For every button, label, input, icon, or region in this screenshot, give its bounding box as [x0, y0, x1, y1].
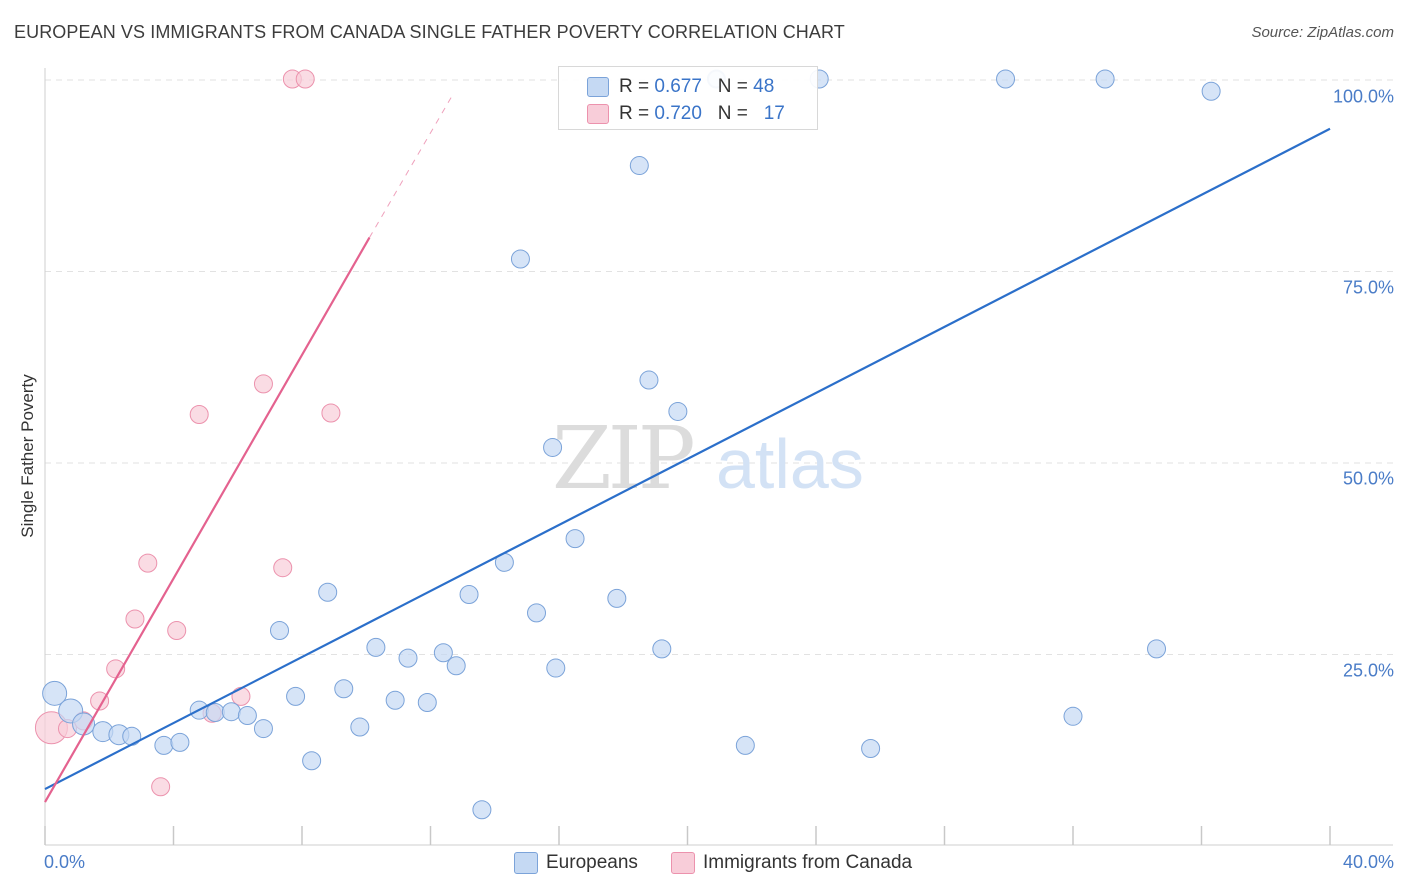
r-label: R = — [619, 76, 650, 97]
stats-swatch-immigrants — [587, 104, 609, 124]
europeans-point — [543, 437, 563, 457]
immigrants-point — [167, 621, 187, 641]
r-value: 0.677 — [654, 76, 702, 97]
europeans-point — [42, 680, 68, 706]
europeans-point — [527, 603, 547, 623]
immigrants-point — [295, 69, 315, 89]
immigrants-point — [321, 403, 341, 423]
y-tick-label: 25.0% — [1342, 660, 1394, 681]
europeans-points — [42, 69, 1221, 820]
immigrants-trend-extension — [369, 94, 454, 238]
immigrants-point — [273, 558, 293, 578]
legend-swatch-immigrants — [671, 852, 695, 874]
stats-row-europeans: R = 0.677 N = 48 — [619, 76, 774, 98]
europeans-point — [472, 800, 492, 820]
immigrants-trend-line — [44, 237, 371, 803]
stats-box: R = 0.677 N = 48 R = 0.720 N = 17 — [558, 66, 818, 130]
legend-swatch-europeans — [514, 852, 538, 874]
immigrants-point — [253, 374, 273, 394]
x-tick-label: 40.0% — [1342, 852, 1394, 872]
n-label: N = — [717, 103, 748, 124]
watermark-zip: ZIP — [552, 409, 693, 509]
europeans-point — [996, 69, 1016, 89]
europeans-point — [446, 656, 466, 676]
europeans-point — [72, 712, 96, 736]
y-tick-label: 50.0% — [1342, 468, 1394, 489]
europeans-point — [237, 706, 257, 726]
europeans-point — [170, 732, 190, 752]
europeans-point — [1063, 706, 1083, 726]
europeans-point — [668, 401, 688, 421]
n-label: N = — [717, 76, 748, 97]
r-label: R = — [619, 103, 650, 124]
immigrants-point — [231, 686, 251, 706]
europeans-point — [253, 719, 273, 739]
immigrants-points — [34, 69, 341, 797]
europeans-point — [286, 686, 306, 706]
chart-title: EUROPEAN VS IMMIGRANTS FROM CANADA SINGL… — [14, 22, 845, 42]
europeans-point — [459, 585, 479, 605]
europeans-point — [607, 588, 627, 608]
europeans-point — [546, 658, 566, 678]
europeans-point — [565, 529, 585, 549]
europeans-point — [205, 702, 225, 722]
europeans-point — [1147, 639, 1167, 659]
watermark-atlas: atlas — [716, 425, 864, 503]
europeans-point — [433, 643, 453, 663]
europeans-point — [350, 717, 370, 737]
x-tick-label: 0.0% — [44, 852, 86, 872]
europeans-point — [735, 735, 755, 755]
europeans-point — [154, 735, 174, 755]
europeans-point — [302, 751, 322, 771]
legend-immigrants[interactable]: Immigrants from Canada — [703, 852, 913, 873]
immigrants-point — [125, 609, 145, 629]
trend-lines — [44, 94, 1331, 803]
europeans-point — [652, 639, 672, 659]
axes — [44, 68, 1393, 846]
europeans-point — [639, 370, 659, 390]
europeans-point — [318, 582, 338, 602]
n-value: 48 — [753, 76, 775, 97]
r-value: 0.720 — [654, 103, 702, 124]
grid-lines — [45, 79, 1393, 655]
europeans-point — [1201, 81, 1221, 101]
stats-row-immigrants: R = 0.720 N = 17 — [619, 103, 785, 125]
europeans-point — [385, 690, 405, 710]
europeans-point — [417, 693, 437, 713]
europeans-point — [398, 648, 418, 668]
immigrants-point — [138, 553, 158, 573]
europeans-point — [334, 679, 354, 699]
legend-europeans[interactable]: Europeans — [546, 852, 638, 873]
immigrants-point — [189, 405, 209, 425]
europeans-point — [510, 249, 530, 269]
y-axis-label: Single Father Poverty — [18, 374, 37, 538]
europeans-point — [366, 637, 386, 657]
n-value: 17 — [763, 103, 785, 124]
europeans-point — [629, 156, 649, 176]
europeans-trend-line — [44, 127, 1331, 791]
watermark: ZIP atlas — [552, 409, 864, 509]
europeans-point — [270, 621, 290, 641]
europeans-point — [122, 726, 142, 746]
immigrants-point — [90, 691, 110, 711]
source-label: Source: ZipAtlas.com — [1251, 24, 1394, 41]
y-tick-label: 75.0% — [1342, 277, 1394, 298]
europeans-point — [861, 738, 881, 758]
immigrants-point — [151, 777, 171, 797]
europeans-point — [221, 702, 241, 722]
y-tick-label: 100.0% — [1332, 86, 1394, 107]
stats-swatch-europeans — [587, 77, 609, 97]
europeans-point — [1095, 69, 1115, 89]
